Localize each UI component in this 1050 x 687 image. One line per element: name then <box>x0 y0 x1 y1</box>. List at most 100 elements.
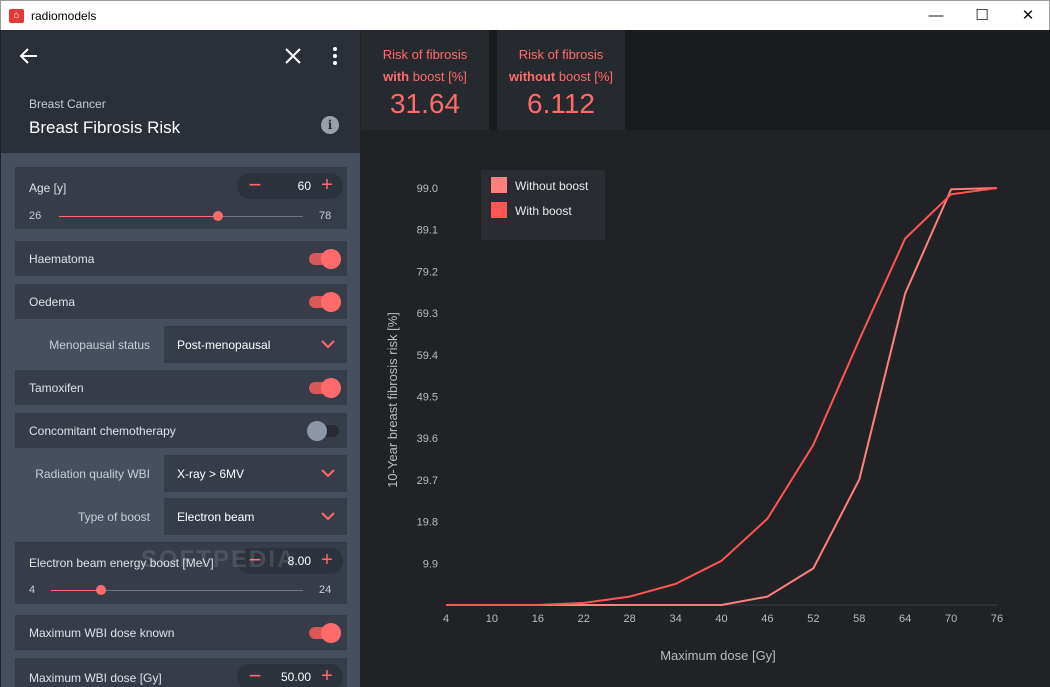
boost-energy-card: Electron beam energy boost [MeV] − 8.00 … <box>15 542 347 604</box>
age-max: 78 <box>319 210 332 222</box>
input-panel: Breast Cancer Breast Fibrosis Risk i Age… <box>1 30 360 687</box>
y-tick-label: 89.1 <box>417 225 438 237</box>
chemo-toggle[interactable] <box>307 421 341 441</box>
age-min: 26 <box>29 210 42 222</box>
series-line-without-boost <box>446 187 998 606</box>
more-options-icon[interactable] <box>331 46 339 66</box>
chemo-card: Concomitant chemotherapy <box>15 413 347 448</box>
age-increment-button[interactable]: + <box>321 174 333 196</box>
oedema-toggle[interactable] <box>309 292 341 312</box>
boost-energy-label: Electron beam energy boost [MeV] <box>29 556 214 570</box>
close-window-button[interactable]: ✕ <box>1021 7 1035 24</box>
watermark: SOFTPEDIA <box>141 546 297 573</box>
wbi-dose-card: Maximum WBI dose [Gy] − 50.00 + <box>15 658 347 687</box>
chemo-label: Concomitant chemotherapy <box>29 424 176 438</box>
boost-type-value: Electron beam <box>177 510 255 524</box>
wbi-known-card: Maximum WBI dose known <box>15 615 347 650</box>
wbi-dose-increment-button[interactable]: + <box>321 665 333 687</box>
boost-energy-stepper: − 8.00 + <box>237 548 343 574</box>
y-tick-label: 59.4 <box>417 350 438 362</box>
boost-energy-value[interactable]: 8.00 <box>287 554 311 568</box>
y-axis-title: 10-Year breast fibrosis risk [%] <box>385 312 400 488</box>
boost-energy-increment-button[interactable]: + <box>321 549 333 571</box>
wbi-dose-decrement-button[interactable]: − <box>248 663 262 687</box>
haematoma-toggle[interactable] <box>309 249 341 269</box>
wbi-known-label: Maximum WBI dose known <box>29 626 175 640</box>
tamoxifen-toggle[interactable] <box>309 378 341 398</box>
boost-type-label: Type of boost <box>77 510 150 524</box>
y-tick-label: 99.0 <box>417 183 438 195</box>
info-icon[interactable]: i <box>321 116 339 134</box>
x-tick-label: 76 <box>991 613 1003 625</box>
x-tick-label: 10 <box>486 613 498 625</box>
y-tick-label: 9.9 <box>423 558 438 570</box>
legend-label: With boost <box>515 204 572 218</box>
without-boost-value: 6.112 <box>527 88 595 119</box>
x-tick-label: 34 <box>669 613 681 625</box>
boost-energy-slider-fill <box>51 590 102 591</box>
results-panel: Risk of fibrosis with boost [%] 31.64 Ri… <box>361 30 1050 687</box>
legend-swatch <box>491 202 507 218</box>
minimize-button[interactable]: — <box>928 7 944 24</box>
x-tick-label: 16 <box>532 613 544 625</box>
legend-swatch <box>491 177 507 193</box>
chevron-down-icon <box>321 512 335 521</box>
y-tick-label: 39.6 <box>417 433 438 445</box>
wbi-dose-value[interactable]: 50.00 <box>280 670 311 684</box>
radiation-quality-label: Radiation quality WBI <box>35 467 150 481</box>
boost-energy-slider-thumb[interactable] <box>96 585 107 595</box>
age-card: Age [y] − 60 + 26 78 <box>15 167 347 229</box>
age-decrement-button[interactable]: − <box>248 172 262 197</box>
results-strip: Risk of fibrosis with boost [%] 31.64 Ri… <box>361 30 1050 130</box>
chevron-down-icon <box>321 340 335 349</box>
age-label: Age [y] <box>29 181 67 195</box>
age-value[interactable]: 60 <box>297 179 311 193</box>
fibrosis-risk-chart: 9.9 19.8 29.7 39.6 49.5 59.4 69.3 79.2 89.1 99.0 4… <box>385 170 1003 663</box>
menopausal-value: Post-menopausal <box>177 338 271 352</box>
model-title: Breast Fibrosis Risk <box>29 118 181 137</box>
radiation-quality-select[interactable]: X-ray > 6MV <box>164 455 347 492</box>
oedema-card: Oedema <box>15 284 347 319</box>
with-boost-tile: Risk of fibrosis with boost [%] 31.64 <box>361 30 489 130</box>
window-title: radiomodels <box>31 9 97 23</box>
radiation-quality-value: X-ray > 6MV <box>177 467 245 481</box>
y-tick-label: 79.2 <box>417 266 438 278</box>
app-icon: ⌂ <box>9 9 24 23</box>
boost-energy-max: 24 <box>319 584 332 596</box>
x-tick-label: 28 <box>624 613 636 625</box>
x-tick-label: 4 <box>443 613 449 625</box>
boost-energy-min: 4 <box>29 584 36 596</box>
age-slider-thumb[interactable] <box>212 211 223 221</box>
without-boost-tile: Risk of fibrosis without boost [%] 6.112 <box>497 30 625 130</box>
wbi-dose-label: Maximum WBI dose [Gy] <box>29 671 162 685</box>
with-boost-value: 31.64 <box>389 88 461 119</box>
tamoxifen-card: Tamoxifen <box>15 370 347 405</box>
boost-type-select[interactable]: Electron beam <box>164 498 347 535</box>
back-arrow-icon[interactable] <box>17 44 41 68</box>
close-icon[interactable] <box>283 46 303 66</box>
window-titlebar: ⌂ radiomodels — ☐ ✕ <box>0 0 1050 30</box>
haematoma-card: Haematoma <box>15 241 347 276</box>
with-boost-subtitle: with boost [%] <box>383 69 467 84</box>
with-boost-title: Risk of fibrosis <box>382 47 468 62</box>
wbi-known-toggle[interactable] <box>309 623 341 643</box>
y-tick-label: 49.5 <box>417 392 438 404</box>
x-axis-title: Maximum dose [Gy] <box>660 648 776 663</box>
tamoxifen-label: Tamoxifen <box>29 381 84 395</box>
age-slider-fill <box>59 216 218 217</box>
menopausal-select[interactable]: Post-menopausal <box>164 326 347 363</box>
oedema-label: Oedema <box>29 295 76 309</box>
haematoma-label: Haematoma <box>29 252 95 266</box>
boost-energy-slider-track[interactable] <box>51 590 303 591</box>
maximize-button[interactable]: ☐ <box>975 7 989 24</box>
x-tick-label: 22 <box>578 613 590 625</box>
without-boost-title: Risk of fibrosis <box>518 47 604 62</box>
x-tick-label: 64 <box>899 613 911 625</box>
x-tick-label: 70 <box>945 613 957 625</box>
model-category: Breast Cancer <box>29 97 106 111</box>
legend-label: Without boost <box>515 179 589 193</box>
menopausal-label: Menopausal status <box>49 338 150 352</box>
y-tick-label: 69.3 <box>417 308 438 320</box>
x-tick-label: 40 <box>715 613 727 625</box>
boost-energy-decrement-button[interactable]: − <box>248 547 262 572</box>
